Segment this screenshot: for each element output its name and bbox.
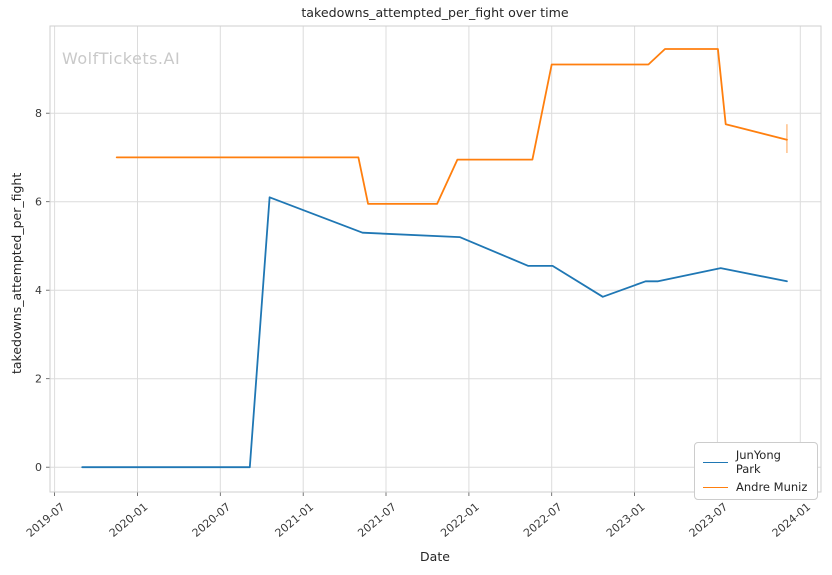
x-tick-label: 2023-01 bbox=[604, 500, 648, 540]
x-tick-label: 2020-07 bbox=[190, 500, 234, 540]
x-tick-label: 2021-01 bbox=[273, 500, 317, 540]
y-tick-label: 8 bbox=[35, 107, 42, 120]
chart-title: takedowns_attempted_per_fight over time bbox=[301, 5, 569, 20]
legend-item: Andre Muniz bbox=[703, 480, 809, 494]
legend-item: JunYong Park bbox=[703, 448, 809, 476]
legend-line-swatch-blue bbox=[703, 461, 728, 463]
plot-border bbox=[49, 25, 822, 493]
x-tick-label: 2021-07 bbox=[355, 500, 399, 540]
x-tick-label: 2022-07 bbox=[521, 500, 565, 540]
x-tick-label: 2024-01 bbox=[770, 500, 814, 540]
y-tick-label: 6 bbox=[35, 196, 42, 209]
legend-label: Andre Muniz bbox=[736, 480, 808, 494]
x-tick-label: 2023-07 bbox=[687, 500, 731, 540]
legend-label: JunYong Park bbox=[735, 448, 781, 476]
x-tick-label: 2022-01 bbox=[438, 500, 482, 540]
y-tick-label: 2 bbox=[35, 373, 42, 386]
legend: JunYong Park Andre Muniz bbox=[694, 442, 818, 500]
series-line bbox=[115, 48, 788, 205]
watermark: WolfTickets.AI bbox=[62, 49, 181, 68]
y-tick-label: 0 bbox=[35, 461, 42, 474]
x-tick-label: 2020-01 bbox=[107, 500, 151, 540]
y-tick-label: 4 bbox=[35, 284, 42, 297]
series-line bbox=[81, 196, 788, 469]
y-axis-label: takedowns_attempted_per_fight bbox=[9, 172, 24, 374]
legend-line-swatch-orange bbox=[703, 486, 728, 488]
x-tick-label: 2019-07 bbox=[24, 500, 68, 540]
x-axis-label: Date bbox=[420, 549, 450, 564]
